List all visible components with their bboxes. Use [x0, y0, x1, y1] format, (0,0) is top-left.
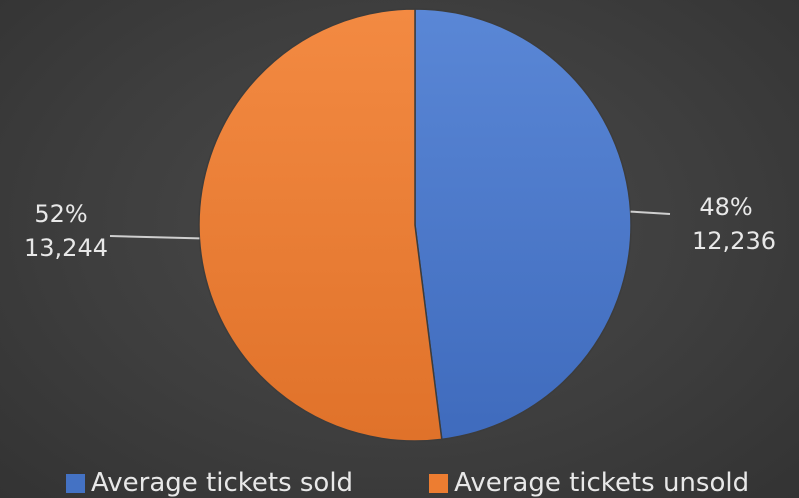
legend-swatch-sold	[66, 473, 85, 493]
slice-label-percent-unsold: 52%	[34, 200, 87, 228]
legend-swatch-unsold	[429, 473, 449, 493]
slice-label-percent-sold: 48%	[699, 193, 752, 221]
leader-line-unsold	[109, 235, 200, 240]
legend-item-sold: Average tickets sold	[66, 468, 353, 498]
slice-label-value-sold: 12,236	[692, 227, 776, 255]
legend-label-sold: Average tickets sold	[91, 468, 354, 498]
pie-slice-sold	[414, 8, 632, 441]
legend-label-unsold: Average tickets unsold	[454, 468, 750, 498]
pie-slice-unsold	[198, 8, 443, 442]
legend-item-unsold: Average tickets unsold	[429, 468, 749, 498]
leader-line-sold	[630, 210, 671, 215]
slice-label-value-unsold: 13,244	[24, 234, 108, 262]
chart-legend: Average tickets sold Average tickets uns…	[66, 468, 749, 498]
